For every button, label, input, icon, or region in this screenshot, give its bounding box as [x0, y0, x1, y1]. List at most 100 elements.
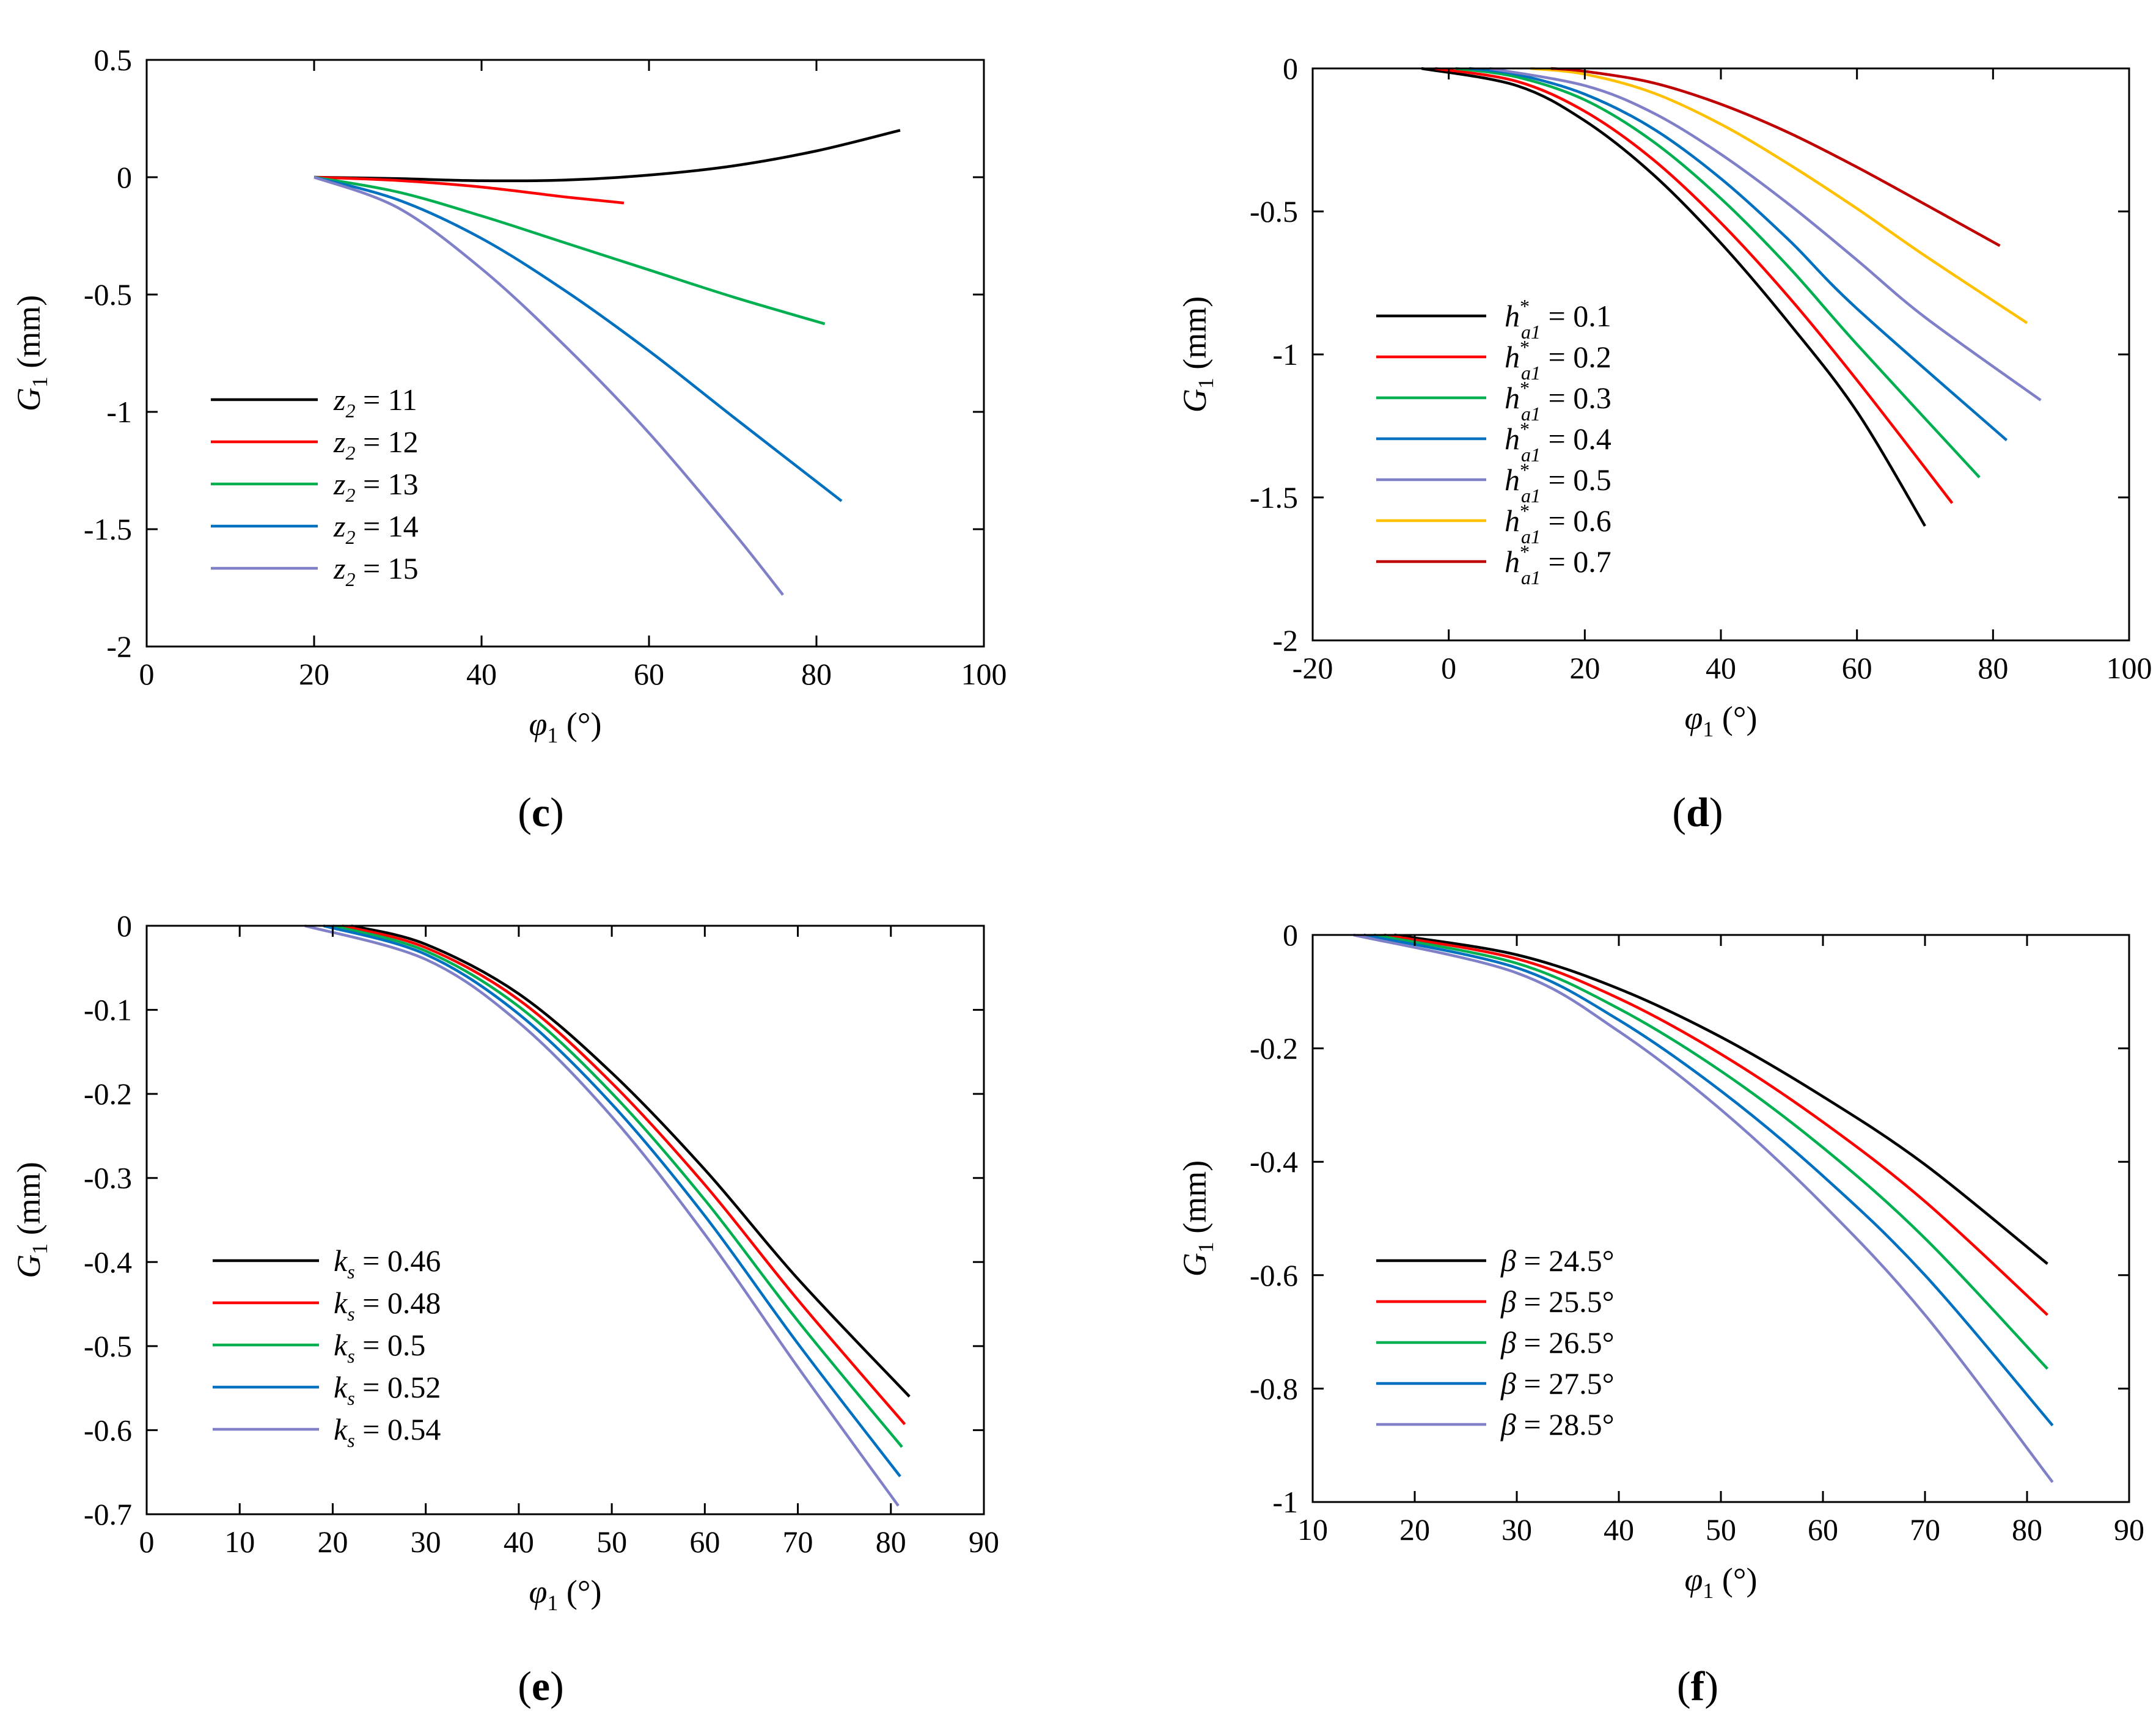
series-line — [314, 129, 901, 183]
legend-label: h* a1 = 0.5 — [1505, 459, 1612, 507]
x-axis-label: φ1 (°) — [1685, 1561, 1758, 1603]
plot-frame — [145, 925, 985, 1515]
y-tick-label: -1 — [1272, 1485, 1298, 1519]
x-tick-label: 100 — [961, 657, 1007, 691]
y-tick-label: 0 — [117, 909, 132, 943]
x-tick-label: 0 — [139, 657, 155, 691]
series-line — [314, 175, 625, 205]
legend: β = 24.5° β = 25.5° β = 26.5° β = 27.5° β = … — [1376, 1244, 1615, 1442]
legend-label: z2 = 11 — [333, 383, 417, 422]
plot-frame — [1311, 934, 2130, 1503]
y-axis-label: G1 (mm) — [1176, 1160, 1218, 1277]
legend-label: h* a1 = 0.4 — [1505, 418, 1612, 466]
y-tick-label: -0.2 — [1250, 1031, 1298, 1066]
y-axis-label: G1 (mm) — [10, 295, 52, 411]
panel-label-f: (f) — [1677, 1663, 1718, 1709]
series-line — [1373, 933, 2049, 1370]
legend-label: ks = 0.48 — [334, 1286, 441, 1325]
x-tick-label: 50 — [596, 1525, 627, 1559]
x-tick-label: 20 — [1569, 651, 1600, 685]
x-tick-label: 20 — [317, 1525, 348, 1559]
x-tick-label: 60 — [1842, 651, 1872, 685]
series-line — [323, 924, 901, 1478]
x-tick-label: 80 — [2012, 1512, 2042, 1547]
x-tick-label: 90 — [969, 1525, 999, 1559]
x-tick-label: 20 — [299, 657, 329, 691]
series-line — [1550, 67, 2001, 247]
chart-panel-d: -20 0 20 40 60 80 100 0 -0.5 -1 -1.5 -2 φ1 (°) G1 (mm… — [1176, 51, 2152, 741]
legend-label: z2 = 12 — [333, 425, 419, 464]
x-tick-label: 80 — [876, 1525, 906, 1559]
y-tick-label: -0.8 — [1250, 1371, 1298, 1405]
y-tick-label: -0.4 — [84, 1245, 132, 1279]
series-line — [351, 924, 911, 1398]
x-tick-label: 80 — [801, 657, 832, 691]
x-tick-label: 50 — [1706, 1512, 1736, 1547]
y-tick-label: -0.4 — [1250, 1145, 1298, 1179]
series-line — [314, 175, 826, 326]
y-tick-label: -0.7 — [84, 1497, 132, 1531]
y-tick-label: 0 — [1283, 918, 1298, 952]
legend: h* a1 = 0.1h* a1 = 0.2h* a1 = 0.3h* a1 = 0.4… — [1376, 295, 1612, 588]
legend-label: h* a1 = 0.3 — [1505, 377, 1612, 425]
legend-label: h* a1 = 0.2 — [1505, 336, 1612, 384]
panel-label-e: (e) — [518, 1663, 564, 1709]
y-tick-label: -0.5 — [84, 1329, 132, 1363]
x-tick-label: 40 — [466, 657, 497, 691]
y-tick-label: -0.6 — [1250, 1258, 1298, 1292]
y-tick-label: -0.6 — [84, 1413, 132, 1447]
x-tick-label: 40 — [1604, 1512, 1634, 1547]
x-tick-label: 70 — [1910, 1512, 1940, 1547]
x-tick-label: 0 — [1441, 651, 1456, 685]
x-axis-label: φ1 (°) — [1685, 700, 1758, 741]
legend-label: z2 = 14 — [333, 509, 419, 548]
y-tick-label: -1 — [106, 395, 132, 429]
x-tick-label: 70 — [783, 1525, 813, 1559]
y-axis-label: G1 (mm) — [10, 1162, 52, 1278]
x-tick-label: 20 — [1399, 1512, 1430, 1547]
x-tick-label: 100 — [2106, 651, 2152, 685]
y-axis-label: G1 (mm) — [1176, 296, 1218, 412]
series-line — [1469, 67, 2008, 442]
legend-label: β = 24.5° — [1500, 1244, 1615, 1278]
x-tick-label: 90 — [2114, 1512, 2144, 1547]
legend-label: ks = 0.46 — [334, 1244, 441, 1283]
y-tick-label: 0.5 — [94, 43, 133, 77]
legend-label: h* a1 = 0.6 — [1505, 500, 1612, 548]
x-tick-label: 30 — [1502, 1512, 1532, 1547]
x-tick-label: 30 — [411, 1525, 441, 1559]
x-axis-label: φ1 (°) — [529, 1574, 602, 1615]
series-line — [1421, 67, 1926, 527]
y-tick-label: 0 — [117, 160, 132, 194]
y-tick-label: -0.1 — [84, 993, 132, 1027]
y-tick-label: -0.2 — [84, 1077, 132, 1111]
x-tick-label: 40 — [1706, 651, 1736, 685]
series-line — [1435, 67, 1954, 504]
x-tick-label: 0 — [139, 1525, 155, 1559]
legend-label: β = 27.5° — [1500, 1366, 1615, 1401]
series-line — [1530, 67, 2028, 324]
series-line — [1384, 933, 2048, 1316]
y-tick-label: -1.5 — [84, 512, 132, 546]
chart-panel-e: 0 10 20 30 40 50 60 70 80 90 0 -0.1 -0.2 -0.3 -0.4 -0.5… — [10, 909, 999, 1615]
legend-label: ks = 0.54 — [334, 1412, 441, 1451]
legend-label: ks = 0.5 — [334, 1328, 425, 1367]
y-tick-label: -0.5 — [1250, 194, 1298, 229]
x-tick-label: 60 — [1808, 1512, 1838, 1547]
y-tick-label: -1.5 — [1250, 480, 1298, 515]
legend-label: β = 26.5° — [1500, 1325, 1615, 1360]
series-line — [304, 924, 900, 1507]
x-tick-label: 60 — [689, 1525, 720, 1559]
series-line — [1363, 933, 2054, 1427]
series-line — [1353, 933, 2054, 1483]
x-tick-label: 40 — [504, 1525, 534, 1559]
x-axis-label: φ1 (°) — [529, 706, 602, 747]
x-tick-label: -20 — [1292, 651, 1333, 685]
x-tick-label: 10 — [1297, 1512, 1328, 1547]
x-tick-label: 10 — [224, 1525, 255, 1559]
legend-label: ks = 0.52 — [334, 1370, 441, 1409]
series-line — [342, 924, 906, 1426]
